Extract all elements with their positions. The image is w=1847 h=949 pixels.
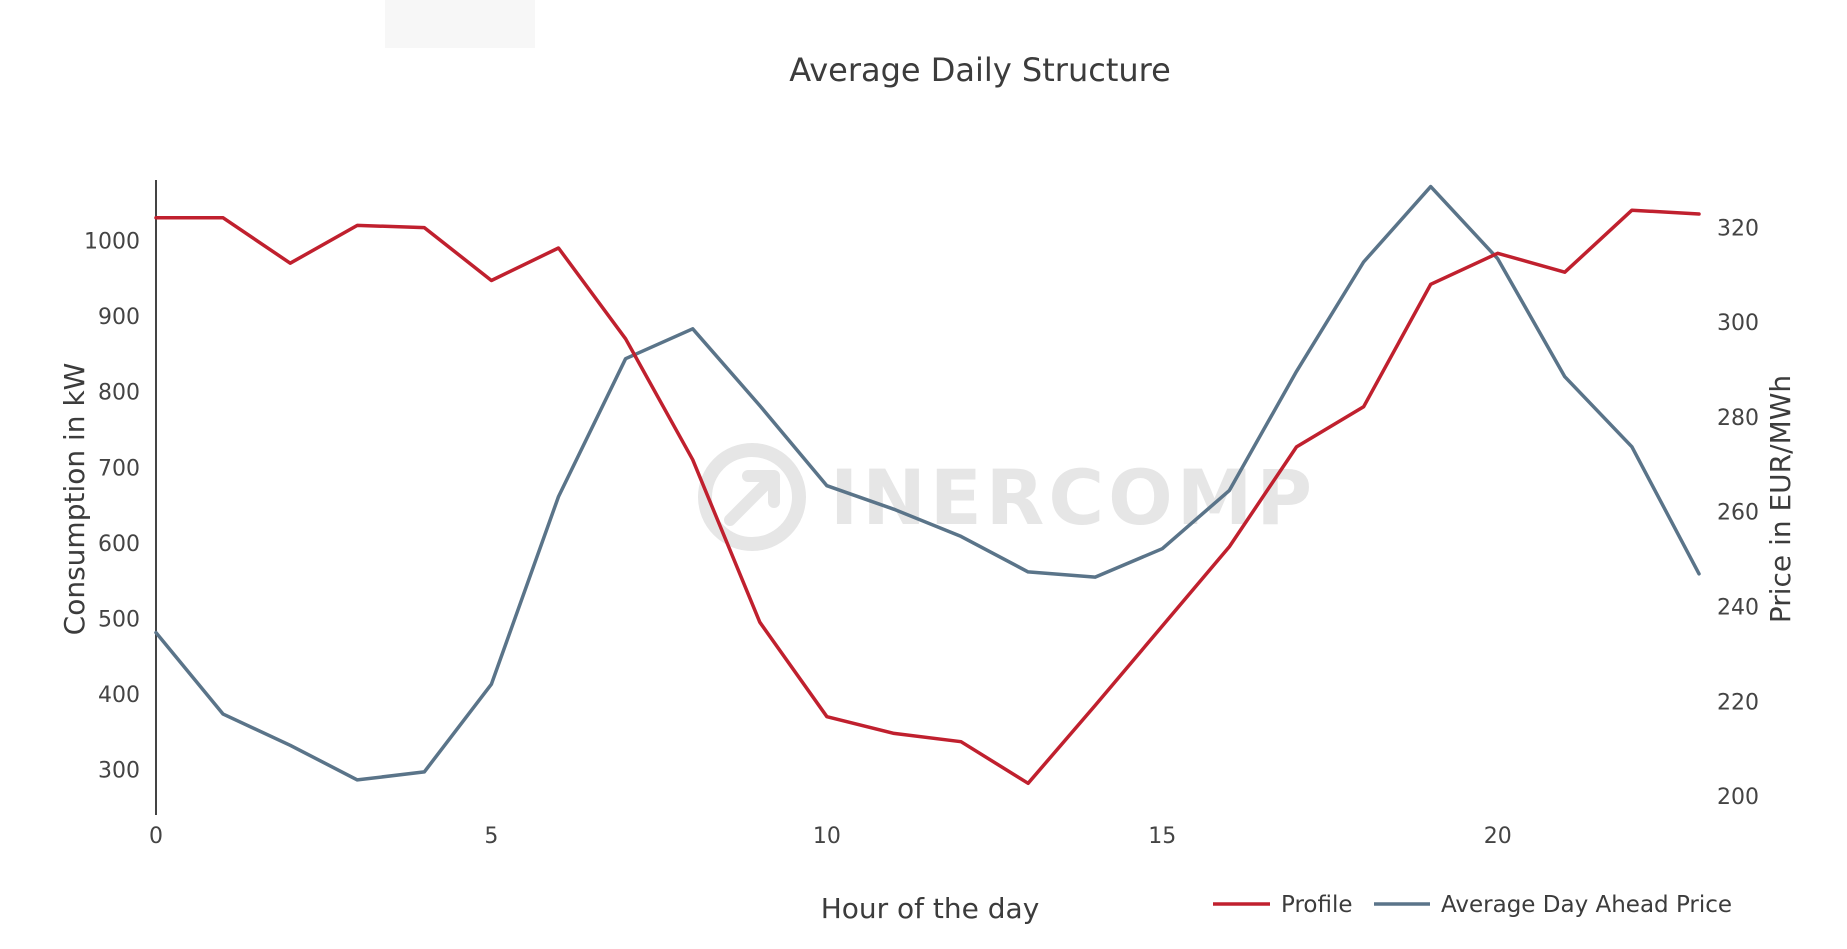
watermark: INERCOMP (698, 443, 1316, 551)
y-right-tick-label-280: 280 (1717, 406, 1759, 431)
chart-title: Average Daily Structure (789, 51, 1171, 89)
data-point-average-day-ahead-price-4[interactable] (421, 769, 427, 775)
data-point-profile-2[interactable] (287, 260, 293, 266)
y-left-tick-label-900: 900 (98, 305, 140, 330)
y-left-tick-label-300: 300 (98, 759, 140, 784)
legend: Profile Average Day Ahead Price (1213, 892, 1732, 918)
data-point-profile-7[interactable] (623, 336, 629, 342)
x-tick-label-10: 10 (813, 824, 841, 849)
data-point-average-day-ahead-price-8[interactable] (690, 326, 696, 332)
data-point-profile-8[interactable] (690, 457, 696, 463)
data-point-profile-15[interactable] (1159, 623, 1165, 629)
data-point-average-day-ahead-price-20[interactable] (1495, 256, 1501, 262)
data-point-profile-21[interactable] (1562, 269, 1568, 275)
y-right-tick-label-200: 200 (1717, 785, 1759, 810)
data-point-average-day-ahead-price-6[interactable] (556, 494, 562, 500)
data-point-profile-17[interactable] (1294, 444, 1300, 450)
y-right-tick-label-220: 220 (1717, 690, 1759, 715)
data-point-profile-5[interactable] (488, 278, 494, 284)
x-tick-label-0: 0 (149, 824, 163, 849)
data-point-profile-6[interactable] (556, 245, 562, 251)
data-point-average-day-ahead-price-3[interactable] (354, 777, 360, 783)
data-point-average-day-ahead-price-19[interactable] (1428, 184, 1434, 190)
data-point-average-day-ahead-price-13[interactable] (1025, 569, 1031, 575)
y-left-tick-label-600: 600 (98, 532, 140, 557)
data-point-average-day-ahead-price-15[interactable] (1159, 546, 1165, 552)
y-axis-right-ticks: 200 220 240 260 280 300 320 (1717, 216, 1759, 810)
data-point-average-day-ahead-price-9[interactable] (757, 403, 763, 409)
watermark-logo-icon (698, 443, 806, 551)
data-point-profile-20[interactable] (1495, 250, 1501, 256)
data-point-profile-18[interactable] (1361, 404, 1367, 410)
y-right-tick-label-300: 300 (1717, 311, 1759, 336)
data-point-profile-10[interactable] (824, 714, 830, 720)
watermark-text: INERCOMP (830, 453, 1316, 542)
y-right-tick-label-260: 260 (1717, 501, 1759, 526)
series-line-profile[interactable] (154, 208, 1701, 786)
data-point-average-day-ahead-price-23[interactable] (1696, 571, 1702, 577)
x-tick-label-15: 15 (1148, 824, 1176, 849)
data-point-profile-16[interactable] (1226, 544, 1232, 550)
legend-item-profile[interactable]: Profile (1213, 892, 1353, 918)
y-left-tick-label-400: 400 (98, 683, 140, 708)
data-point-profile-12[interactable] (958, 739, 964, 745)
series-line-average-day-ahead-price[interactable] (154, 184, 1701, 782)
data-point-profile-9[interactable] (757, 619, 763, 625)
x-axis-ticks: 0 5 10 15 20 (149, 824, 1512, 849)
data-point-average-day-ahead-price-18[interactable] (1361, 259, 1367, 265)
data-point-average-day-ahead-price-16[interactable] (1226, 487, 1232, 493)
data-point-profile-22[interactable] (1629, 207, 1635, 213)
legend-label-average-day-ahead-price: Average Day Ahead Price (1441, 892, 1732, 918)
data-point-profile-11[interactable] (891, 730, 897, 736)
y-axis-right-title: Price in EUR/MWh (1764, 375, 1797, 623)
data-point-average-day-ahead-price-14[interactable] (1092, 574, 1098, 580)
data-point-profile-13[interactable] (1025, 780, 1031, 786)
y-right-tick-label-320: 320 (1717, 216, 1759, 241)
y-left-tick-label-800: 800 (98, 381, 140, 406)
data-point-average-day-ahead-price-2[interactable] (287, 742, 293, 748)
data-point-profile-1[interactable] (220, 215, 226, 221)
data-point-profile-23[interactable] (1696, 211, 1702, 217)
data-point-average-day-ahead-price-0[interactable] (153, 630, 159, 636)
y-left-tick-label-700: 700 (98, 456, 140, 481)
data-point-average-day-ahead-price-12[interactable] (958, 533, 964, 539)
y-axis-left-title: Consumption in kW (58, 363, 91, 636)
data-point-average-day-ahead-price-10[interactable] (824, 483, 830, 489)
header-artifact (385, 0, 535, 48)
data-point-average-day-ahead-price-17[interactable] (1294, 368, 1300, 374)
x-tick-label-20: 20 (1484, 824, 1512, 849)
series-layer (153, 184, 1702, 786)
data-point-profile-3[interactable] (354, 222, 360, 228)
y-axis-left-ticks: 300 400 500 600 700 800 900 1000 (84, 229, 140, 783)
data-point-average-day-ahead-price-1[interactable] (220, 711, 226, 717)
data-point-profile-19[interactable] (1428, 281, 1434, 287)
x-tick-label-5: 5 (484, 824, 498, 849)
data-point-average-day-ahead-price-22[interactable] (1629, 444, 1635, 450)
watermark-arrow-icon (724, 470, 780, 526)
data-point-average-day-ahead-price-5[interactable] (488, 681, 494, 687)
data-point-average-day-ahead-price-11[interactable] (891, 506, 897, 512)
y-left-tick-label-1000: 1000 (84, 229, 140, 254)
x-axis-title: Hour of the day (821, 892, 1040, 925)
y-right-tick-label-240: 240 (1717, 595, 1759, 620)
data-point-profile-0[interactable] (153, 215, 159, 221)
data-point-profile-4[interactable] (421, 225, 427, 231)
y-left-tick-label-500: 500 (98, 607, 140, 632)
data-point-average-day-ahead-price-7[interactable] (623, 356, 629, 362)
legend-item-average-day-ahead-price[interactable]: Average Day Ahead Price (1374, 892, 1732, 918)
data-point-average-day-ahead-price-21[interactable] (1562, 374, 1568, 380)
legend-label-profile: Profile (1281, 892, 1353, 918)
data-point-profile-14[interactable] (1092, 702, 1098, 708)
